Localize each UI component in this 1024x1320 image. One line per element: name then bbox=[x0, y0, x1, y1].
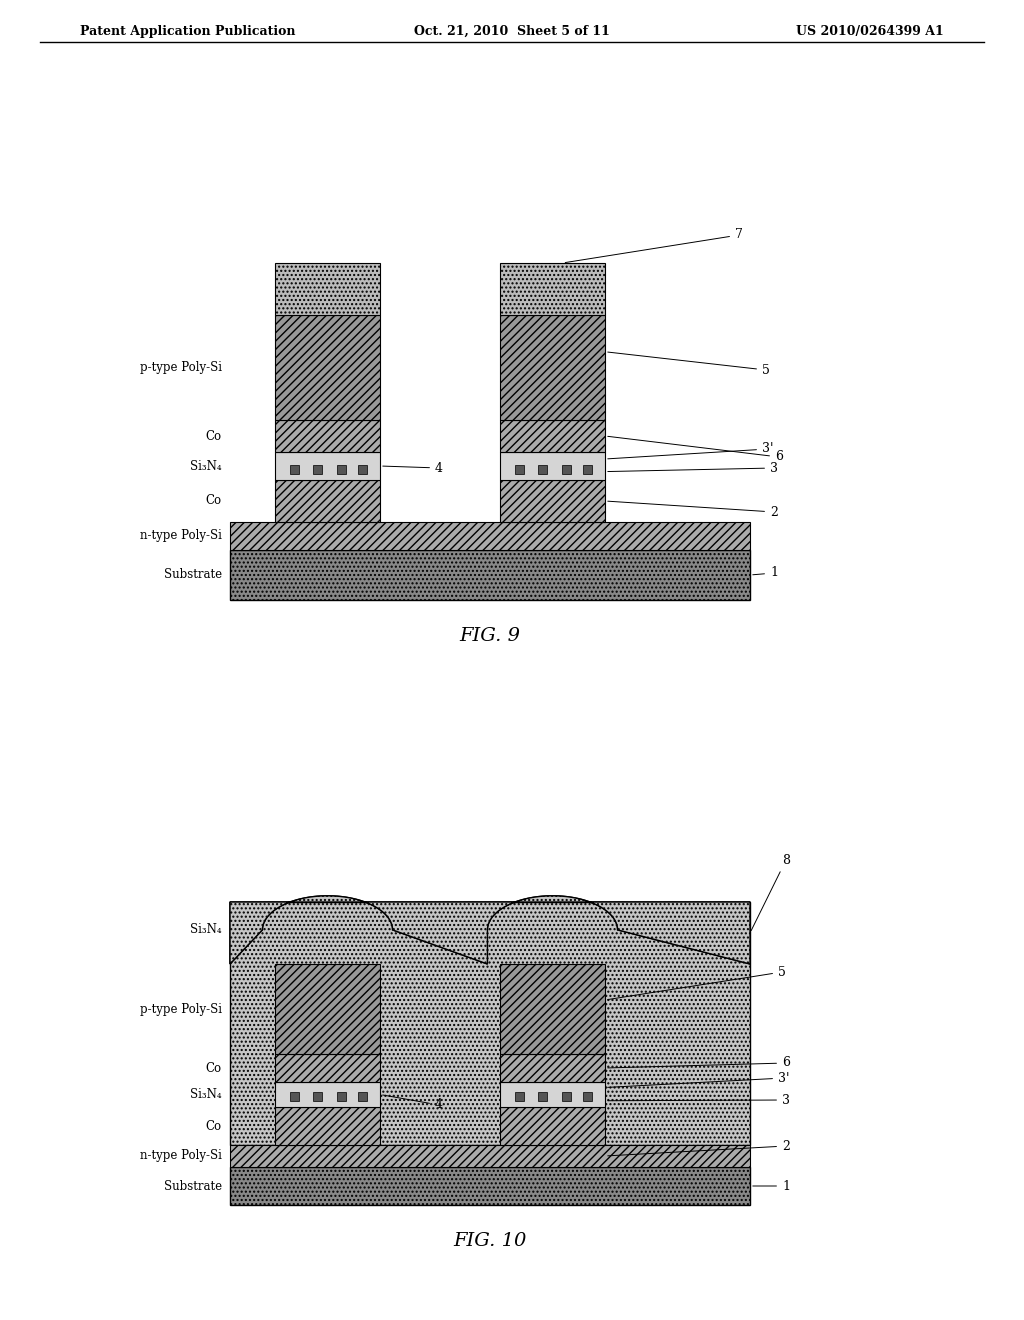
Bar bbox=[500, 964, 605, 1053]
Text: Co: Co bbox=[206, 1061, 222, 1074]
Bar bbox=[500, 420, 605, 451]
Text: n-type Poly-Si: n-type Poly-Si bbox=[140, 1150, 222, 1163]
Bar bbox=[275, 1082, 380, 1107]
Text: 6: 6 bbox=[608, 1056, 790, 1069]
Text: 1: 1 bbox=[753, 1180, 790, 1192]
Text: Si₃N₄: Si₃N₄ bbox=[190, 459, 222, 473]
Text: 8: 8 bbox=[752, 854, 790, 931]
Text: 3: 3 bbox=[608, 1093, 790, 1106]
Bar bbox=[500, 480, 605, 521]
Bar bbox=[275, 263, 380, 315]
Bar bbox=[337, 465, 346, 474]
Text: Substrate: Substrate bbox=[164, 569, 222, 582]
Bar bbox=[500, 451, 605, 480]
Bar bbox=[562, 1092, 571, 1101]
Bar bbox=[358, 465, 367, 474]
Bar bbox=[230, 902, 750, 1144]
Bar bbox=[275, 964, 380, 1053]
Bar bbox=[275, 315, 380, 420]
Bar bbox=[313, 1092, 322, 1101]
Bar bbox=[515, 1092, 524, 1101]
Text: FIG. 9: FIG. 9 bbox=[460, 627, 520, 645]
Polygon shape bbox=[230, 896, 750, 964]
Bar bbox=[290, 465, 299, 474]
Bar bbox=[275, 451, 380, 480]
Text: 3': 3' bbox=[608, 442, 773, 459]
Text: n-type Poly-Si: n-type Poly-Si bbox=[140, 529, 222, 543]
Text: Co: Co bbox=[206, 1119, 222, 1133]
Bar bbox=[500, 315, 605, 420]
Bar bbox=[358, 1092, 367, 1101]
Bar bbox=[275, 420, 380, 451]
Bar bbox=[337, 1092, 346, 1101]
Text: p-type Poly-Si: p-type Poly-Si bbox=[140, 1002, 222, 1015]
Bar bbox=[500, 1107, 605, 1144]
Text: Co: Co bbox=[206, 429, 222, 442]
Text: 1: 1 bbox=[753, 566, 778, 579]
Bar bbox=[275, 1053, 380, 1082]
Bar bbox=[230, 1167, 750, 1205]
Bar bbox=[275, 480, 380, 521]
Text: Co: Co bbox=[206, 495, 222, 507]
Text: FIG. 10: FIG. 10 bbox=[454, 1232, 526, 1250]
Text: 4: 4 bbox=[383, 462, 443, 474]
Text: US 2010/0264399 A1: US 2010/0264399 A1 bbox=[797, 25, 944, 38]
Text: 5: 5 bbox=[607, 965, 785, 999]
Bar bbox=[230, 521, 750, 550]
Text: Si₃N₄: Si₃N₄ bbox=[190, 924, 222, 936]
Text: 6: 6 bbox=[608, 437, 783, 463]
Bar bbox=[290, 1092, 299, 1101]
Bar bbox=[583, 1092, 592, 1101]
Bar bbox=[538, 465, 547, 474]
Text: Substrate: Substrate bbox=[164, 1180, 222, 1192]
Bar bbox=[275, 1107, 380, 1144]
Text: Si₃N₄: Si₃N₄ bbox=[190, 1088, 222, 1101]
Text: 3: 3 bbox=[608, 462, 778, 474]
Bar bbox=[515, 465, 524, 474]
Bar bbox=[500, 1082, 605, 1107]
Bar bbox=[313, 465, 322, 474]
Text: 2: 2 bbox=[608, 502, 778, 519]
Polygon shape bbox=[230, 896, 750, 964]
Bar bbox=[562, 465, 571, 474]
Text: 3': 3' bbox=[608, 1072, 790, 1088]
Text: 4: 4 bbox=[383, 1096, 443, 1111]
Text: 2: 2 bbox=[608, 1139, 790, 1156]
Text: 7: 7 bbox=[565, 228, 742, 263]
Bar bbox=[230, 550, 750, 601]
Bar bbox=[230, 1144, 750, 1167]
Bar bbox=[538, 1092, 547, 1101]
Text: Oct. 21, 2010  Sheet 5 of 11: Oct. 21, 2010 Sheet 5 of 11 bbox=[414, 25, 610, 38]
Text: p-type Poly-Si: p-type Poly-Si bbox=[140, 360, 222, 374]
Bar bbox=[583, 465, 592, 474]
Text: 5: 5 bbox=[608, 352, 770, 376]
Bar bbox=[500, 1053, 605, 1082]
Text: Patent Application Publication: Patent Application Publication bbox=[80, 25, 296, 38]
Bar bbox=[500, 263, 605, 315]
